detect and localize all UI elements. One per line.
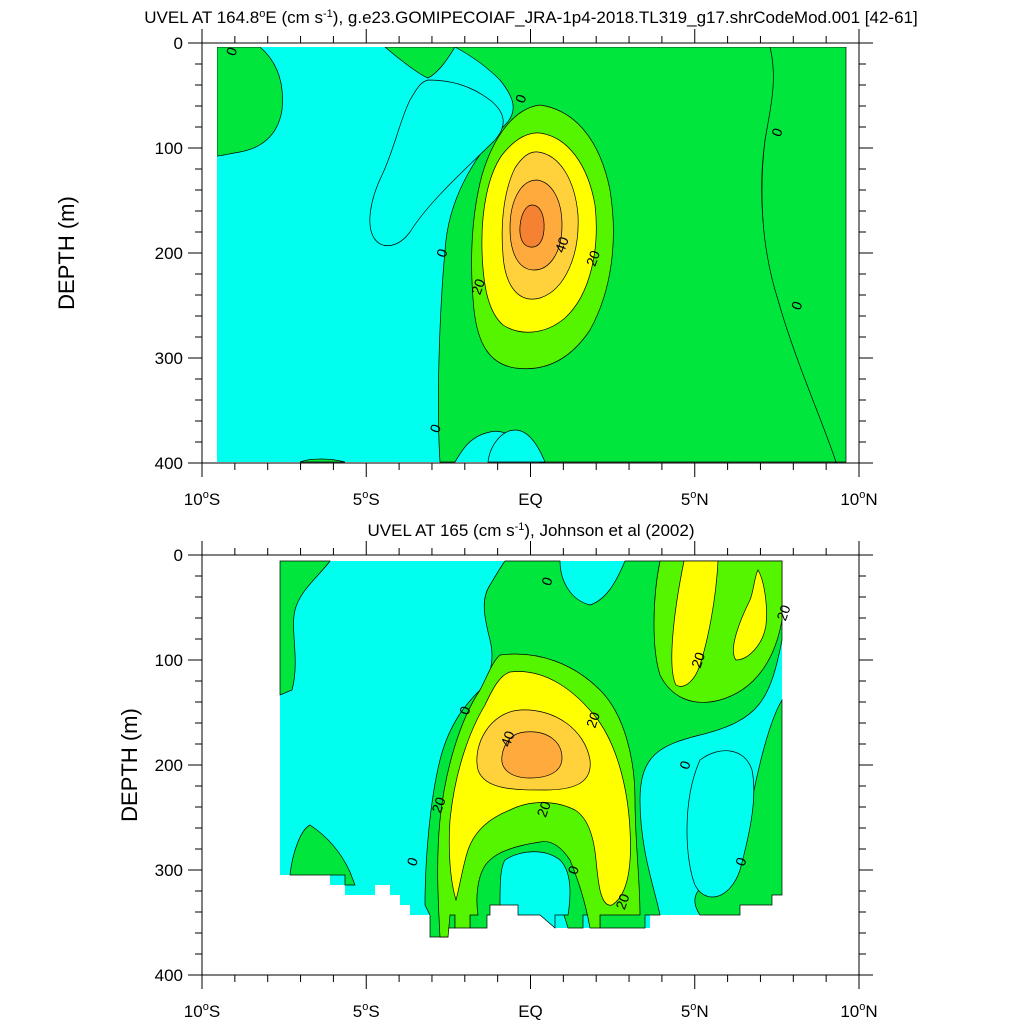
panel-1-contour-label: 40 — [552, 234, 572, 254]
panel-1-y-tick-label: 400 — [155, 454, 183, 473]
panel-2-y-axis-label: DEPTH (m) — [117, 708, 142, 822]
panel-1-x-tick-label: 5oS — [353, 489, 380, 509]
panel-1-fill-0-west — [216, 46, 283, 157]
panel-1-y-axis-label: DEPTH (m) — [54, 196, 79, 310]
panel-2-contour-field — [279, 560, 783, 938]
panel-1-fill-negative-bottom — [487, 429, 546, 463]
panel-2-contour-label: 20 — [688, 650, 708, 670]
panel-2-y-tick-label: 0 — [174, 546, 183, 565]
panel-1-y-tick-label: 100 — [155, 139, 183, 158]
panel-2-fill-20-east — [733, 569, 767, 661]
panel-1-contour-label: 20 — [468, 276, 488, 296]
panel-2-fill-40 — [501, 731, 563, 779]
panel-2-contour-label: 20 — [533, 799, 553, 819]
panel-2-contour-label: 20 — [583, 710, 603, 730]
panel-1-fill-50 — [519, 204, 545, 248]
panel-2-y-tick-label: 200 — [155, 756, 183, 775]
panel-2-fill-0-southwest — [289, 824, 356, 886]
panel-2-contour-label: 40 — [497, 728, 517, 748]
panel-2-fill-negative-pocket-south — [499, 851, 571, 929]
panel-2-y-tick-label: 400 — [155, 966, 183, 985]
panel-1-x-tick-label: 5oN — [681, 489, 709, 509]
panel-2-fill-20-northeast — [671, 560, 719, 687]
panel-1-title: UVEL AT 164.8oE (cm s-1), g.e23.GOMIPECO… — [144, 8, 917, 27]
panel-1-x-tick-label: 10oN — [840, 489, 877, 509]
panel-1-nodata-left — [202, 43, 217, 463]
panel-2-x-tick-label: 10oN — [840, 1001, 877, 1021]
panel-2-fill-negative-pocket-east — [686, 750, 755, 898]
panel-2-x-tick-label: 5oN — [681, 1001, 709, 1021]
panel-2-y-tick-label: 300 — [155, 861, 183, 880]
panel-2-contour-label: 20 — [612, 891, 632, 911]
panel-2-fill-0-west — [279, 560, 331, 696]
panel-1-x-tick-label: 10oS — [184, 489, 220, 509]
panel-2-x-tick-label: EQ — [518, 1002, 543, 1021]
panel-1-y-tick-label: 0 — [174, 34, 183, 53]
panel-2-contour-label: 20 — [773, 602, 793, 622]
panel-1-y-tick-label: 300 — [155, 349, 183, 368]
panel-2-title: UVEL AT 165 (cm s-1), Johnson et al (200… — [368, 521, 695, 540]
panel-1-fill-0-sliver — [299, 458, 346, 463]
panel-2-contour-label: 20 — [428, 795, 448, 815]
panel-2-x-tick-label: 10oS — [184, 1001, 220, 1021]
panel-2-y-tick-label: 100 — [155, 651, 183, 670]
panel-1-nodata-top — [202, 43, 859, 47]
panel-1-contour-label: 20 — [583, 248, 603, 268]
panel-1: UVEL AT 164.8oE (cm s-1), g.e23.GOMIPECO… — [54, 8, 918, 509]
panel-1-fill-negative-tongue — [369, 79, 504, 246]
panel-1-contour-field — [202, 43, 859, 463]
panel-2: UVEL AT 165 (cm s-1), Johnson et al (200… — [117, 521, 878, 1021]
panel-1-x-tick-label: EQ — [518, 490, 543, 509]
panel-1-y-tick-label: 200 — [155, 244, 183, 263]
panel-2-x-tick-label: 5oS — [353, 1001, 380, 1021]
